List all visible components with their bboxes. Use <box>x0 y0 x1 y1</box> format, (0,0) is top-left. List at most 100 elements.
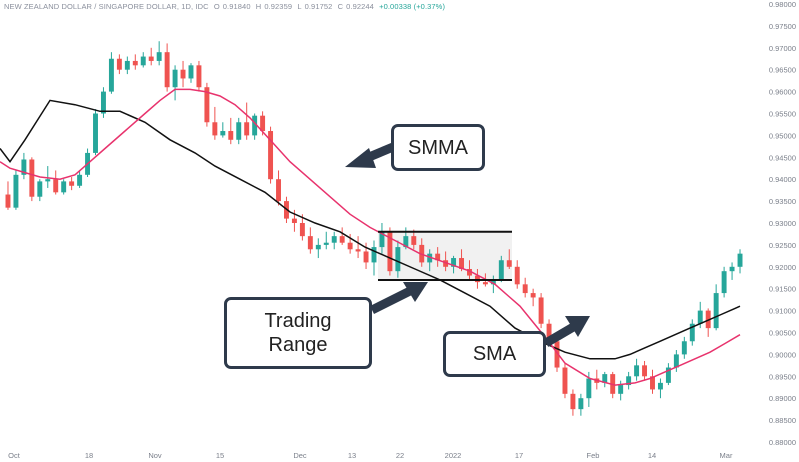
candle-up <box>93 113 98 153</box>
candle-up <box>681 341 687 355</box>
candle-up <box>729 266 735 272</box>
candle-down <box>642 365 648 377</box>
trading-range-callout-line1: Trading <box>264 310 332 332</box>
price-tick-label: 0.90000 <box>769 350 796 359</box>
candle-up <box>77 174 83 186</box>
price-tick-label: 0.95500 <box>769 110 796 119</box>
candle-down <box>164 52 170 88</box>
candle-up <box>689 323 695 342</box>
candle-down <box>474 275 480 283</box>
time-tick-label: 15 <box>216 451 224 460</box>
high-value: 0.92359 <box>264 2 293 11</box>
candle-up <box>236 122 242 140</box>
candle-up <box>140 56 146 66</box>
price-tick-label: 0.98000 <box>769 0 796 9</box>
close-label: C <box>337 2 344 11</box>
price-tick-label: 0.89000 <box>769 394 796 403</box>
candle-up <box>427 253 433 263</box>
candle-down <box>554 341 560 368</box>
time-tick-label: 2022 <box>445 451 462 460</box>
candle-up <box>379 231 385 248</box>
candle-down <box>196 65 202 88</box>
candle-up <box>618 385 624 394</box>
candles <box>5 41 743 416</box>
trading-range-arrow <box>369 282 428 315</box>
candle-up <box>252 115 258 136</box>
candle-down <box>467 268 472 276</box>
candle-down <box>244 122 250 136</box>
candle-down <box>260 115 266 132</box>
candle-down <box>530 293 536 298</box>
candle-down <box>443 260 449 267</box>
candle-down <box>355 249 361 252</box>
ticker-header: NEW ZEALAND DOLLAR / SINGAPORE DOLLAR, 1… <box>4 2 448 11</box>
candle-down <box>363 251 369 263</box>
price-tick-label: 0.91500 <box>769 285 796 294</box>
candle-up <box>673 354 679 368</box>
smma-callout: SMMA <box>391 124 485 171</box>
candle-down <box>650 376 655 390</box>
time-tick-label: 18 <box>85 451 93 460</box>
price-tick-label: 0.91000 <box>769 307 796 316</box>
candle-up <box>602 374 608 383</box>
candle-down <box>204 87 210 123</box>
candle-down <box>546 323 552 342</box>
candle-up <box>21 159 27 175</box>
candle-down <box>514 266 520 285</box>
smma-callout-label: SMMA <box>408 136 468 159</box>
candle-up <box>451 258 457 267</box>
candle-up <box>403 236 409 248</box>
candle-up <box>371 247 377 263</box>
candle-up <box>586 378 592 399</box>
trading-range-callout-line2: Range <box>268 334 328 356</box>
candle-down <box>411 236 417 245</box>
candle-up <box>172 69 178 88</box>
candle-up <box>323 242 329 245</box>
candle-up <box>657 382 663 390</box>
candle-down <box>228 131 234 140</box>
candle-up <box>395 247 401 272</box>
candle-up <box>665 367 671 383</box>
candle-up <box>315 244 321 250</box>
candle-down <box>506 260 512 267</box>
price-tick-label: 0.92500 <box>769 241 796 250</box>
candle-up <box>697 310 703 324</box>
price-tick-label: 0.97500 <box>769 22 796 31</box>
price-tick-label: 0.88500 <box>769 416 796 425</box>
time-tick-label: 13 <box>348 451 356 460</box>
time-tick-label: 17 <box>515 451 523 460</box>
candle-up <box>721 271 727 294</box>
candle-up <box>498 260 504 280</box>
low-value: 0.91752 <box>304 2 333 11</box>
candle-down <box>347 242 353 250</box>
candle-down <box>276 179 281 202</box>
sma-callout-label: SMA <box>472 343 517 365</box>
candle-up <box>124 60 130 70</box>
candle-down <box>180 69 186 79</box>
candle-up <box>37 181 43 197</box>
price-axis: 0.98000 0.97500 0.97000 0.96500 0.96000 0.955… <box>769 0 796 447</box>
candle-down <box>435 253 441 261</box>
candle-down <box>562 367 568 394</box>
candle-up <box>108 58 114 92</box>
change-value: +0.00338 (+0.37%) <box>379 2 446 11</box>
high-label: H <box>255 2 262 11</box>
time-tick-label: Feb <box>587 451 600 460</box>
time-tick-label: Dec <box>293 451 307 460</box>
candle-down <box>29 159 35 197</box>
price-tick-label: 0.95000 <box>769 131 796 140</box>
candle-up <box>45 179 51 182</box>
candle-up <box>578 398 584 410</box>
sma-callout: SMA <box>443 331 546 377</box>
time-tick-label: Mar <box>720 451 733 460</box>
open-label: O <box>213 2 220 11</box>
price-tick-label: 0.93000 <box>769 219 796 228</box>
candle-up <box>634 365 640 377</box>
candle-down <box>387 231 393 272</box>
time-tick-label: Oct <box>8 451 21 460</box>
price-tick-label: 0.97000 <box>769 44 796 53</box>
candle-down <box>132 60 138 66</box>
candle-up <box>737 253 743 267</box>
sma-arrow <box>543 316 590 347</box>
